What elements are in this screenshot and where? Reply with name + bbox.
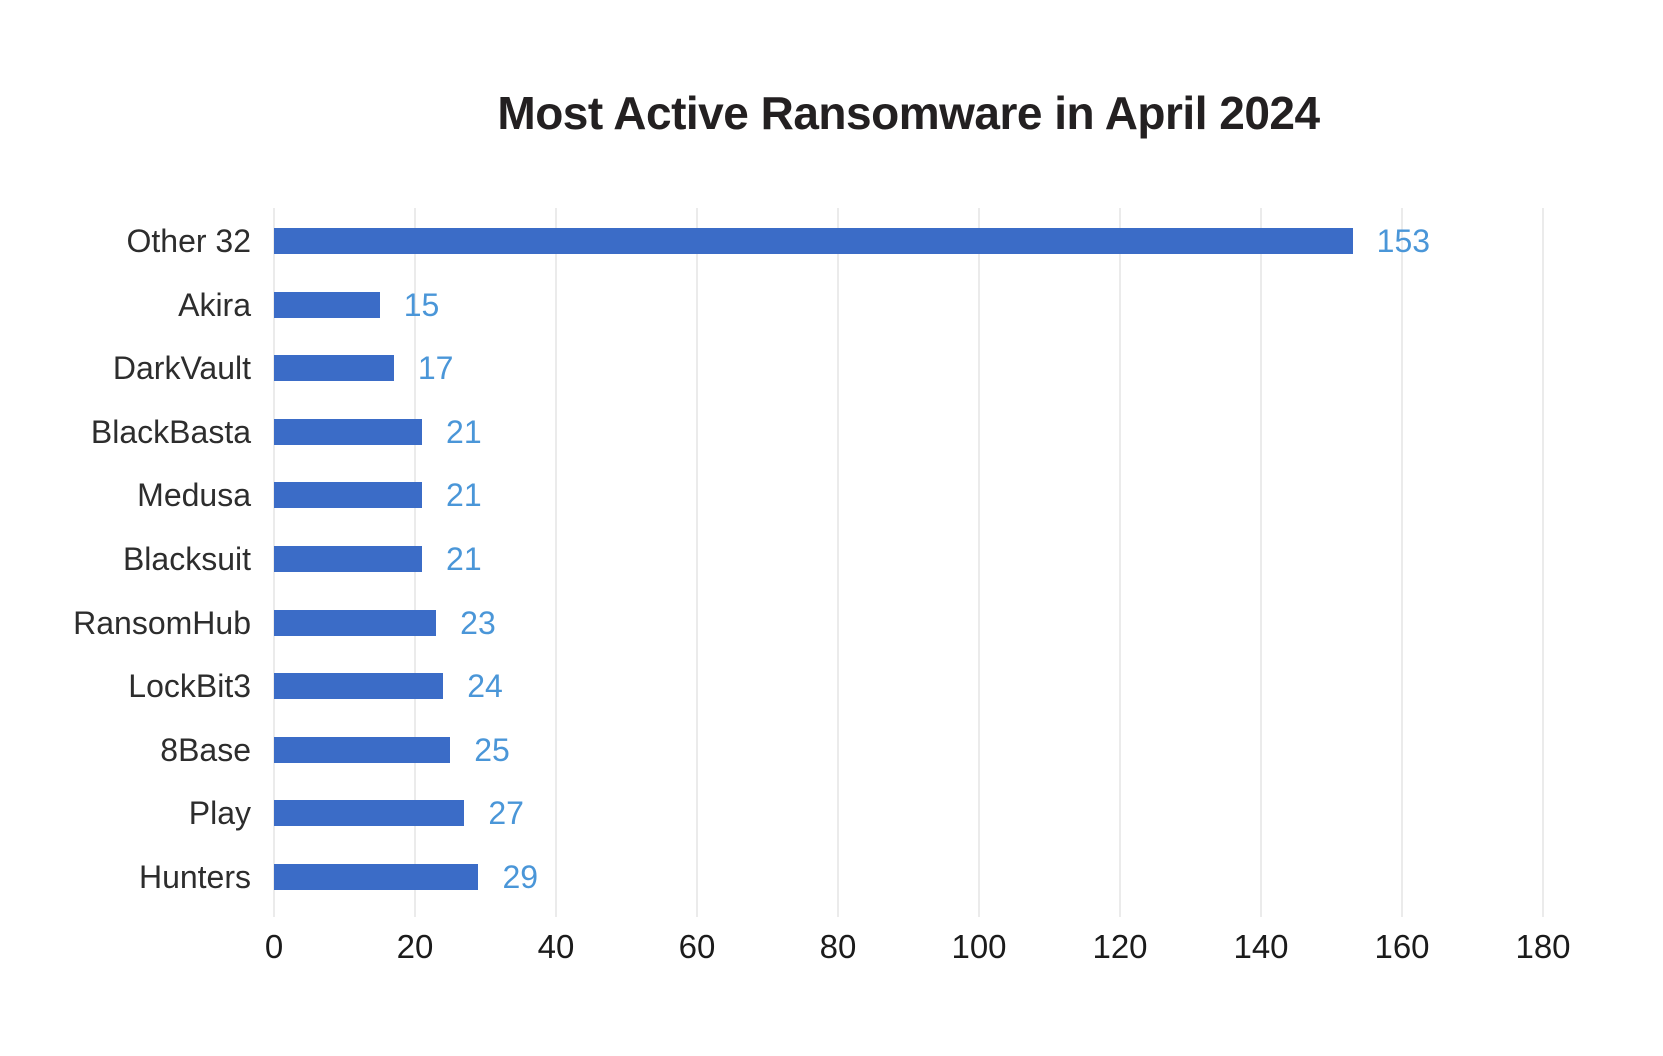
category-label: Other 32 [126,223,251,259]
bar [274,800,465,827]
value-label: 17 [417,350,454,387]
bar [274,546,423,572]
category-label: Play [188,795,251,832]
bar [274,418,423,445]
gridline [837,208,839,917]
category-label: BlackBasta [90,413,251,450]
bar [274,673,444,700]
x-tick-label: 180 [1515,928,1571,965]
x-tick-label: 100 [951,928,1007,965]
value-label: 27 [488,795,524,832]
x-tick-label: 60 [678,928,716,965]
x-tick-label: 20 [396,928,434,965]
x-tick-label: 40 [537,928,575,965]
bar [274,609,437,636]
value-label: 24 [467,668,503,705]
gridline [1260,208,1262,917]
category-label: RansomHub [73,604,251,641]
category-label: DarkVault [112,350,251,387]
gridline [1401,208,1403,917]
value-label: 21 [446,477,482,514]
gridline [978,208,980,917]
bar [274,864,479,890]
value-label: 29 [502,859,539,895]
gridline [696,208,698,917]
gridline [1119,208,1121,917]
category-label: Akira [178,286,251,323]
bar [274,736,451,763]
x-tick-label: 160 [1374,928,1430,965]
bar [274,482,423,509]
category-label: Hunters [138,859,251,895]
value-label: 25 [474,731,510,768]
value-label: 21 [446,541,482,577]
category-label: Medusa [137,477,251,514]
category-label: Blacksuit [122,541,251,577]
plot-area: 153 15 17 21 21 21 23 24 25 27 29 [273,208,1544,917]
category-label: LockBit3 [128,668,251,705]
value-label: 153 [1376,223,1431,259]
bar [274,228,1353,254]
gridline [555,208,557,917]
x-tick-label: 140 [1233,928,1289,965]
x-tick-label: 0 [264,928,284,965]
value-label: 15 [403,286,440,323]
value-label: 21 [446,413,482,450]
bar [274,291,380,318]
category-label: 8Base [160,731,251,768]
chart-title: Most Active Ransomware in April 2024 [497,87,1320,139]
x-tick-label: 80 [819,928,857,965]
gridline [1542,208,1544,917]
x-tick-label: 120 [1092,928,1148,965]
value-label: 23 [460,604,496,641]
bar [274,355,394,382]
